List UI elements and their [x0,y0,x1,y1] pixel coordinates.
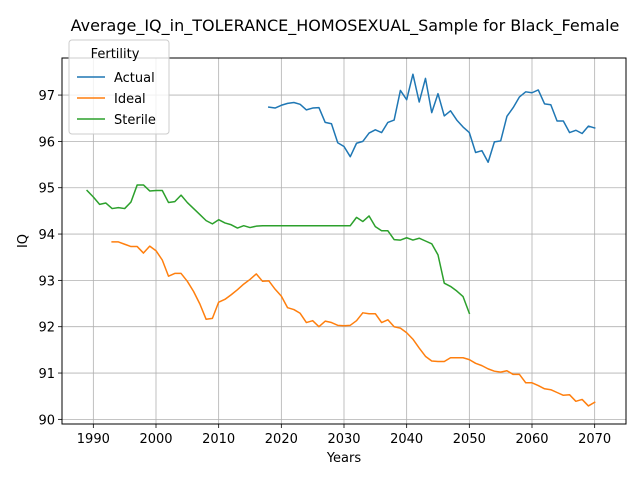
series-layer [86,73,596,407]
legend: Fertility Actual Ideal Sterile [68,39,170,135]
x-tick-label: 2070 [578,432,611,447]
x-tick-label: 1990 [77,432,110,447]
x-tick-label: 2020 [265,432,298,447]
grid [62,58,626,424]
x-axis-label: Years [326,451,362,466]
chart-title: Average_IQ_in_TOLERANCE_HOMOSEXUAL_Sampl… [71,16,620,36]
legend-title: Fertility [91,47,140,62]
x-tick-label: 2050 [453,432,486,447]
y-tick-label: 90 [38,413,55,428]
y-tick-label: 96 [38,135,55,150]
y-axis-label: IQ [16,234,31,248]
y-tick-label: 97 [38,89,55,104]
legend-label-ideal: Ideal [114,92,146,107]
x-tick-label: 2010 [202,432,235,447]
x-tick-label: 2030 [327,432,360,447]
series-line-actual [267,73,596,163]
x-tick-label: 2040 [390,432,423,447]
y-tick-label: 95 [38,182,55,197]
y-axis: 90 91 92 93 94 95 96 97 [38,89,62,428]
x-tick-label: 2060 [515,432,548,447]
y-tick-label: 94 [38,228,55,243]
series-line-ideal [111,241,596,407]
y-tick-label: 93 [38,274,55,289]
y-tick-label: 91 [38,367,55,382]
legend-items: Actual Ideal Sterile [77,71,156,128]
y-tick-label: 92 [38,321,55,336]
x-tick-label: 2000 [139,432,172,447]
x-axis: 1990 2000 2010 2020 2030 2040 2050 2060 2070 [77,424,611,447]
legend-box [68,39,170,135]
legend-label-actual: Actual [114,71,155,86]
series-line-sterile [86,184,471,315]
legend-label-sterile: Sterile [114,113,156,128]
